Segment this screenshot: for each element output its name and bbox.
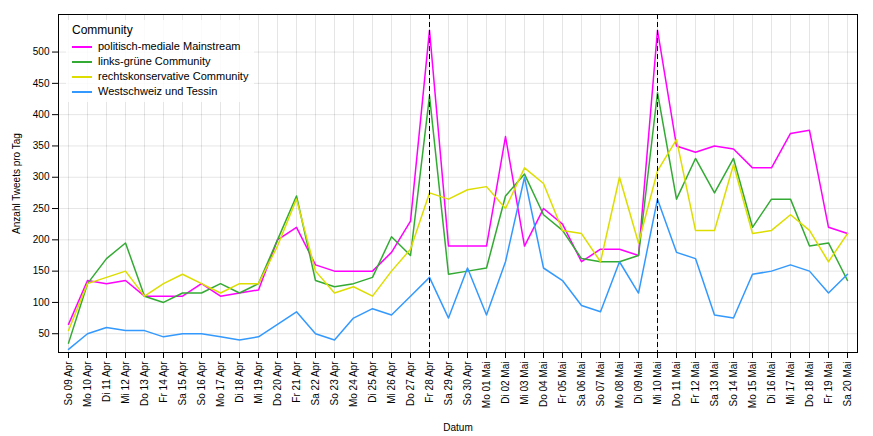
svg-text:Fr 19 Mai: Fr 19 Mai xyxy=(823,362,834,404)
svg-text:Di 11 Apr: Di 11 Apr xyxy=(101,361,112,402)
svg-text:Anzahl Tweets pro Tag: Anzahl Tweets pro Tag xyxy=(11,133,22,234)
svg-text:So 30 Apr: So 30 Apr xyxy=(462,361,473,406)
svg-text:Sa 06 Mai: Sa 06 Mai xyxy=(576,362,587,407)
svg-text:Fr 12 Mai: Fr 12 Mai xyxy=(690,362,701,404)
svg-text:Datum: Datum xyxy=(443,422,472,433)
svg-text:Sa 22 Apr: Sa 22 Apr xyxy=(310,361,321,406)
svg-text:Mi 19 Apr: Mi 19 Apr xyxy=(253,361,264,404)
svg-text:Do 11 Mai: Do 11 Mai xyxy=(671,362,682,407)
svg-text:Mi 26 Apr: Mi 26 Apr xyxy=(386,361,397,404)
svg-text:300: 300 xyxy=(33,171,50,182)
svg-text:350: 350 xyxy=(33,140,50,151)
svg-text:Di 16 Mai: Di 16 Mai xyxy=(766,362,777,404)
svg-text:Mi 03 Mai: Mi 03 Mai xyxy=(519,362,530,405)
html-text:politisch-mediale Mainstream: politisch-mediale Mainstream xyxy=(98,40,241,52)
svg-text:Mi 17 Mai: Mi 17 Mai xyxy=(785,362,796,405)
svg-text:Do 18 Mai: Do 18 Mai xyxy=(804,362,815,408)
svg-text:Mi 12 Apr: Mi 12 Apr xyxy=(120,361,131,404)
svg-text:Mi 10 Mai: Mi 10 Mai xyxy=(652,362,663,405)
svg-text:Fr 21 Apr: Fr 21 Apr xyxy=(291,361,302,403)
svg-text:So 14 Mai: So 14 Mai xyxy=(728,362,739,407)
svg-text:Di 18 Apr: Di 18 Apr xyxy=(234,361,245,403)
svg-text:So 16 Apr: So 16 Apr xyxy=(196,361,207,406)
svg-text:450: 450 xyxy=(33,78,50,89)
svg-text:150: 150 xyxy=(33,265,50,276)
svg-text:Fr 28 Apr: Fr 28 Apr xyxy=(424,361,435,403)
html-text:rechtskonservative Community: rechtskonservative Community xyxy=(98,70,249,82)
svg-text:Do 13 Apr: Do 13 Apr xyxy=(139,361,150,406)
svg-text:50: 50 xyxy=(38,328,50,339)
svg-text:Sa 13 Mai: Sa 13 Mai xyxy=(709,362,720,407)
svg-text:400: 400 xyxy=(33,109,50,120)
svg-text:100: 100 xyxy=(33,297,50,308)
svg-text:Sa 15 Apr: Sa 15 Apr xyxy=(177,361,188,406)
svg-text:Di 25 Apr: Di 25 Apr xyxy=(367,361,378,403)
svg-text:So 23 Apr: So 23 Apr xyxy=(329,361,340,406)
svg-text:Sa 20 Mai: Sa 20 Mai xyxy=(842,362,853,407)
svg-text:Di 02 Mai: Di 02 Mai xyxy=(500,362,511,404)
html-text:Community: Community xyxy=(72,23,133,37)
svg-text:Fr 05 Mai: Fr 05 Mai xyxy=(557,362,568,404)
svg-text:200: 200 xyxy=(33,234,50,245)
svg-text:Sa 29 Apr: Sa 29 Apr xyxy=(443,361,454,406)
svg-text:So 07 Mai: So 07 Mai xyxy=(595,362,606,407)
svg-text:Mo 01 Mai: Mo 01 Mai xyxy=(481,362,492,409)
svg-text:Fr 14 Apr: Fr 14 Apr xyxy=(158,361,169,403)
svg-text:Mo 15 Mai: Mo 15 Mai xyxy=(747,362,758,409)
svg-text:500: 500 xyxy=(33,46,50,57)
svg-text:So 09 Apr: So 09 Apr xyxy=(63,361,74,406)
svg-text:Di 09 Mai: Di 09 Mai xyxy=(633,362,644,404)
svg-text:Mo 17 Apr: Mo 17 Apr xyxy=(215,361,226,407)
svg-text:Do 04 Mai: Do 04 Mai xyxy=(538,362,549,408)
svg-text:Do 20 Apr: Do 20 Apr xyxy=(272,361,283,406)
html-text:Westschweiz und Tessin: Westschweiz und Tessin xyxy=(98,85,218,97)
svg-text:Mo 10 Apr: Mo 10 Apr xyxy=(82,361,93,407)
svg-text:Mo 08 Mai: Mo 08 Mai xyxy=(614,362,625,409)
svg-text:250: 250 xyxy=(33,203,50,214)
svg-text:Do 27 Apr: Do 27 Apr xyxy=(405,361,416,406)
svg-text:Mo 24 Apr: Mo 24 Apr xyxy=(348,361,359,407)
html-text:links-grüne Community: links-grüne Community xyxy=(98,55,211,67)
